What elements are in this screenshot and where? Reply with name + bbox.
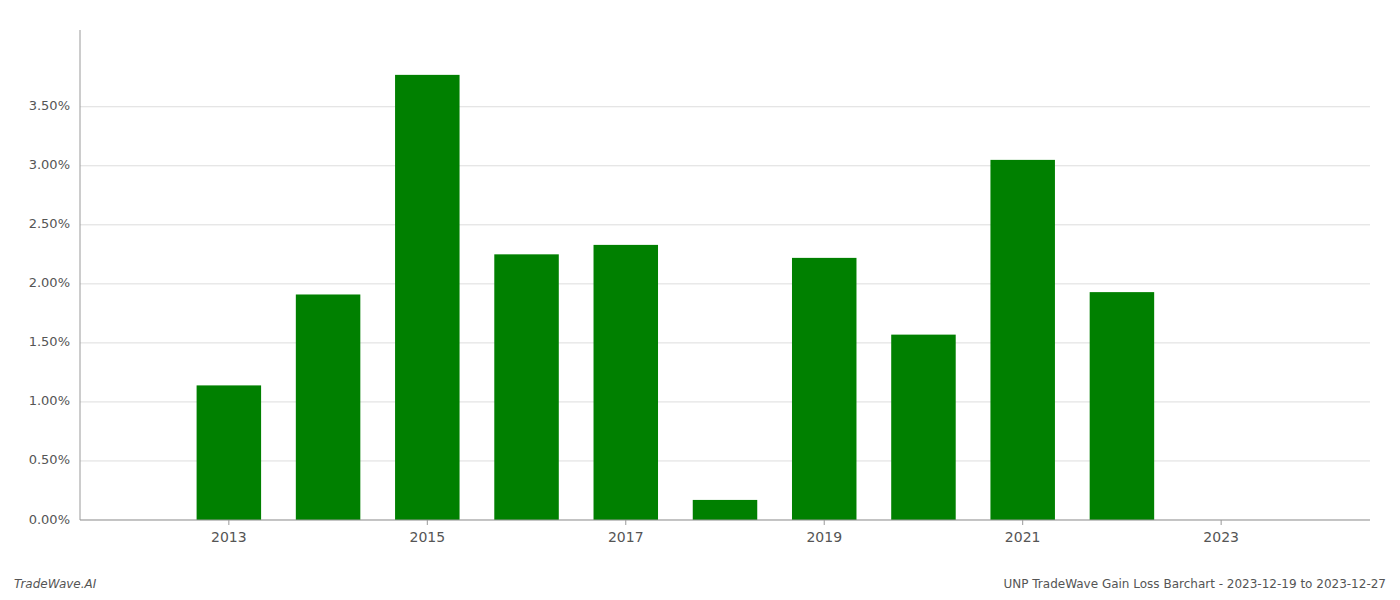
x-tick-label: 2017: [608, 529, 644, 545]
y-tick-label: 0.00%: [29, 512, 70, 527]
grid-line: [80, 106, 1370, 107]
bar: [990, 160, 1055, 520]
x-tick-label: 2015: [409, 529, 445, 545]
y-grid: [80, 107, 1370, 520]
grid-line: [80, 520, 1370, 521]
y-tick-label: 3.00%: [29, 157, 70, 172]
grid-line: [80, 165, 1370, 166]
x-tick: [625, 520, 626, 525]
x-tick: [427, 520, 428, 525]
x-tick-label: 2013: [211, 529, 247, 545]
grid-line: [80, 342, 1370, 343]
grid-line: [80, 401, 1370, 402]
x-tick-label: 2021: [1005, 529, 1041, 545]
x-tick: [1221, 520, 1222, 525]
x-tick-label: 2023: [1203, 529, 1239, 545]
y-axis-line: [80, 30, 81, 520]
footer-left: TradeWave.AI: [14, 577, 97, 591]
bar: [395, 75, 460, 520]
y-tick-labels: 0.00% 0.50% 1.00% 1.50% 2.00% 2.50% 3.00% 3.50%: [29, 98, 70, 526]
bar: [197, 385, 262, 520]
y-tick-label: 1.50%: [29, 334, 70, 349]
bar: [693, 500, 758, 520]
bar: [494, 254, 559, 520]
x-axis-line: [80, 520, 1370, 521]
x-tick: [1022, 520, 1023, 525]
footer-right: UNP TradeWave Gain Loss Barchart - 2023-…: [1003, 577, 1386, 591]
bar: [891, 335, 956, 520]
y-tick-label: 2.00%: [29, 275, 70, 290]
chart-svg: 0.00% 0.50% 1.00% 1.50% 2.00% 2.50% 3.00% 3.50%…: [0, 0, 1400, 600]
y-tick-label: 3.50%: [29, 98, 70, 113]
grid-line: [80, 224, 1370, 225]
bar: [792, 258, 857, 520]
x-tick: [824, 520, 825, 525]
bar: [1090, 292, 1155, 520]
y-tick-label: 0.50%: [29, 452, 70, 467]
grid-line: [80, 283, 1370, 284]
x-tick-label: 2019: [806, 529, 842, 545]
x-tick-labels: 2013 2015 2017 2019 2021 2023: [211, 520, 1239, 545]
bar: [594, 245, 659, 520]
y-tick-label: 1.00%: [29, 393, 70, 408]
x-tick: [228, 520, 229, 525]
grid-line: [80, 460, 1370, 461]
bar: [296, 294, 361, 520]
bars: [197, 75, 1155, 520]
chart-container: 0.00% 0.50% 1.00% 1.50% 2.00% 2.50% 3.00% 3.50%…: [0, 0, 1400, 600]
y-tick-label: 2.50%: [29, 216, 70, 231]
